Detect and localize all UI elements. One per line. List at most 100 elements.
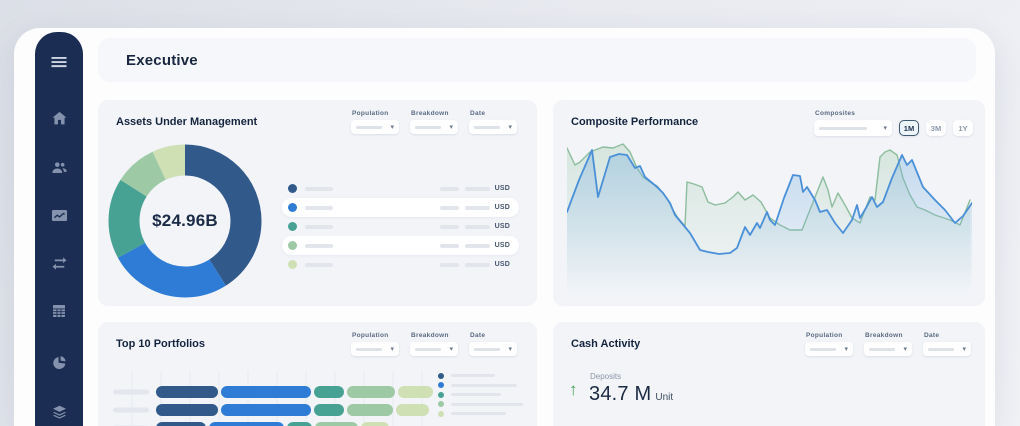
breakdown-select[interactable]: ▾ [410, 120, 458, 134]
filter-date: Date ▾ [923, 330, 971, 356]
filter-date: Date ▾ [469, 330, 517, 356]
legend-row[interactable] [438, 400, 523, 410]
deposits-up-arrow-icon: ↑ [569, 380, 578, 399]
value-placeholder [439, 243, 459, 248]
range-button-1m[interactable]: 1M [899, 120, 919, 136]
date-select[interactable]: ▾ [469, 120, 517, 134]
legend-row[interactable] [438, 381, 523, 391]
label-placeholder [451, 402, 523, 406]
filter-breakdown: Breakdown ▾ [410, 330, 458, 356]
chart-folder-icon[interactable] [47, 203, 71, 227]
select-placeholder [869, 347, 895, 351]
sidebar [35, 32, 83, 426]
currency-label: USD [494, 242, 510, 249]
series-dot [288, 241, 297, 250]
calculator-icon[interactable] [47, 299, 71, 323]
series-dot [288, 184, 297, 193]
series-dot [438, 372, 444, 379]
cash-activity-card: Cash Activity Population ▾ Breakdown ▾ D… [553, 322, 985, 426]
card-title: Cash Activity [571, 338, 641, 350]
chevron-down-icon: ▾ [903, 345, 907, 353]
filter-population: Population ▾ [351, 330, 399, 356]
chevron-down-icon: ▾ [390, 123, 394, 131]
top-10-portfolios-card: Top 10 Portfolios Population ▾ Breakdown… [98, 322, 537, 426]
series-dot [288, 203, 297, 212]
legend-row[interactable] [438, 390, 523, 400]
label-placeholder [305, 243, 333, 248]
value-placeholder [439, 186, 459, 191]
transfers-icon[interactable] [47, 251, 71, 275]
range-button-1y[interactable]: 1Y [953, 120, 973, 136]
label-placeholder [451, 383, 517, 387]
breakdown-select[interactable]: ▾ [864, 342, 912, 356]
filter-date: Date ▾ [469, 108, 517, 134]
label-placeholder [451, 412, 506, 416]
aum-legend-row[interactable]: USD [282, 198, 519, 217]
card-filters: Population ▾ Breakdown ▾ Date ▾ [805, 330, 971, 356]
currency-label: USD [494, 261, 510, 268]
chevron-down-icon: ▾ [883, 124, 887, 132]
value-placeholder [464, 186, 490, 191]
series-dot [288, 260, 297, 269]
aum-legend-row[interactable]: USD [282, 217, 519, 236]
value-placeholder [464, 262, 490, 267]
page-header: Executive [98, 38, 976, 82]
menu-icon[interactable] [47, 50, 71, 74]
select-placeholder [356, 125, 382, 129]
select-placeholder [415, 347, 441, 351]
label-placeholder [451, 374, 495, 378]
chevron-down-icon: ▾ [844, 345, 848, 353]
select-placeholder [928, 347, 954, 351]
deposits-value-row: 34.7 M Unit [589, 383, 673, 406]
card-title: Assets Under Management [116, 116, 258, 128]
allocation-pie-icon[interactable] [47, 350, 71, 374]
value-placeholder [439, 262, 459, 267]
select-placeholder [819, 126, 867, 130]
population-select[interactable]: ▾ [805, 342, 853, 356]
page-title: Executive [126, 51, 198, 69]
composite-controls: Composites ▾ 1M 3M 1Y [814, 108, 973, 136]
aum-legend-row[interactable]: USD [282, 179, 519, 198]
range-button-3m[interactable]: 3M [926, 120, 946, 136]
population-select[interactable]: ▾ [351, 120, 399, 134]
filter-breakdown: Breakdown ▾ [410, 108, 458, 134]
composites-select[interactable]: ▾ [814, 120, 892, 136]
portfolios-chart [113, 371, 433, 426]
currency-label: USD [494, 204, 510, 211]
aum-donut-chart [108, 144, 262, 298]
chevron-down-icon: ▾ [508, 123, 512, 131]
series-dot [438, 382, 444, 389]
value-placeholder [464, 224, 490, 229]
date-select[interactable]: ▾ [469, 342, 517, 356]
deposits-unit: Unit [655, 392, 674, 403]
aum-donut: $24.96B [108, 144, 262, 298]
date-select[interactable]: ▾ [923, 342, 971, 356]
home-icon[interactable] [47, 106, 71, 130]
card-filters: Population ▾ Breakdown ▾ Date ▾ [351, 330, 517, 356]
card-title: Composite Performance [571, 116, 699, 128]
population-select[interactable]: ▾ [351, 342, 399, 356]
card-filters: Population ▾ Breakdown ▾ Date ▾ [351, 108, 517, 134]
deposits-label: Deposits [590, 372, 622, 381]
select-placeholder [474, 125, 500, 129]
chevron-down-icon: ▾ [508, 345, 512, 353]
select-placeholder [356, 347, 382, 351]
aum-legend-row[interactable]: USD [282, 255, 519, 274]
legend-row[interactable] [438, 371, 523, 381]
value-placeholder [464, 243, 490, 248]
legend-row[interactable] [438, 409, 523, 419]
select-placeholder [415, 125, 441, 129]
label-placeholder [305, 205, 333, 210]
filter-breakdown: Breakdown ▾ [864, 330, 912, 356]
label-placeholder [305, 224, 333, 229]
aum-total-value: $24.96B [152, 211, 218, 230]
aum-legend-row[interactable]: USD [282, 236, 519, 255]
value-placeholder [439, 224, 459, 229]
portfolios-legend [438, 371, 523, 419]
filter-population: Population ▾ [805, 330, 853, 356]
layers-icon[interactable] [47, 400, 71, 424]
filter-population: Population ▾ [351, 108, 399, 134]
breakdown-select[interactable]: ▾ [410, 342, 458, 356]
clients-icon[interactable] [47, 155, 71, 179]
